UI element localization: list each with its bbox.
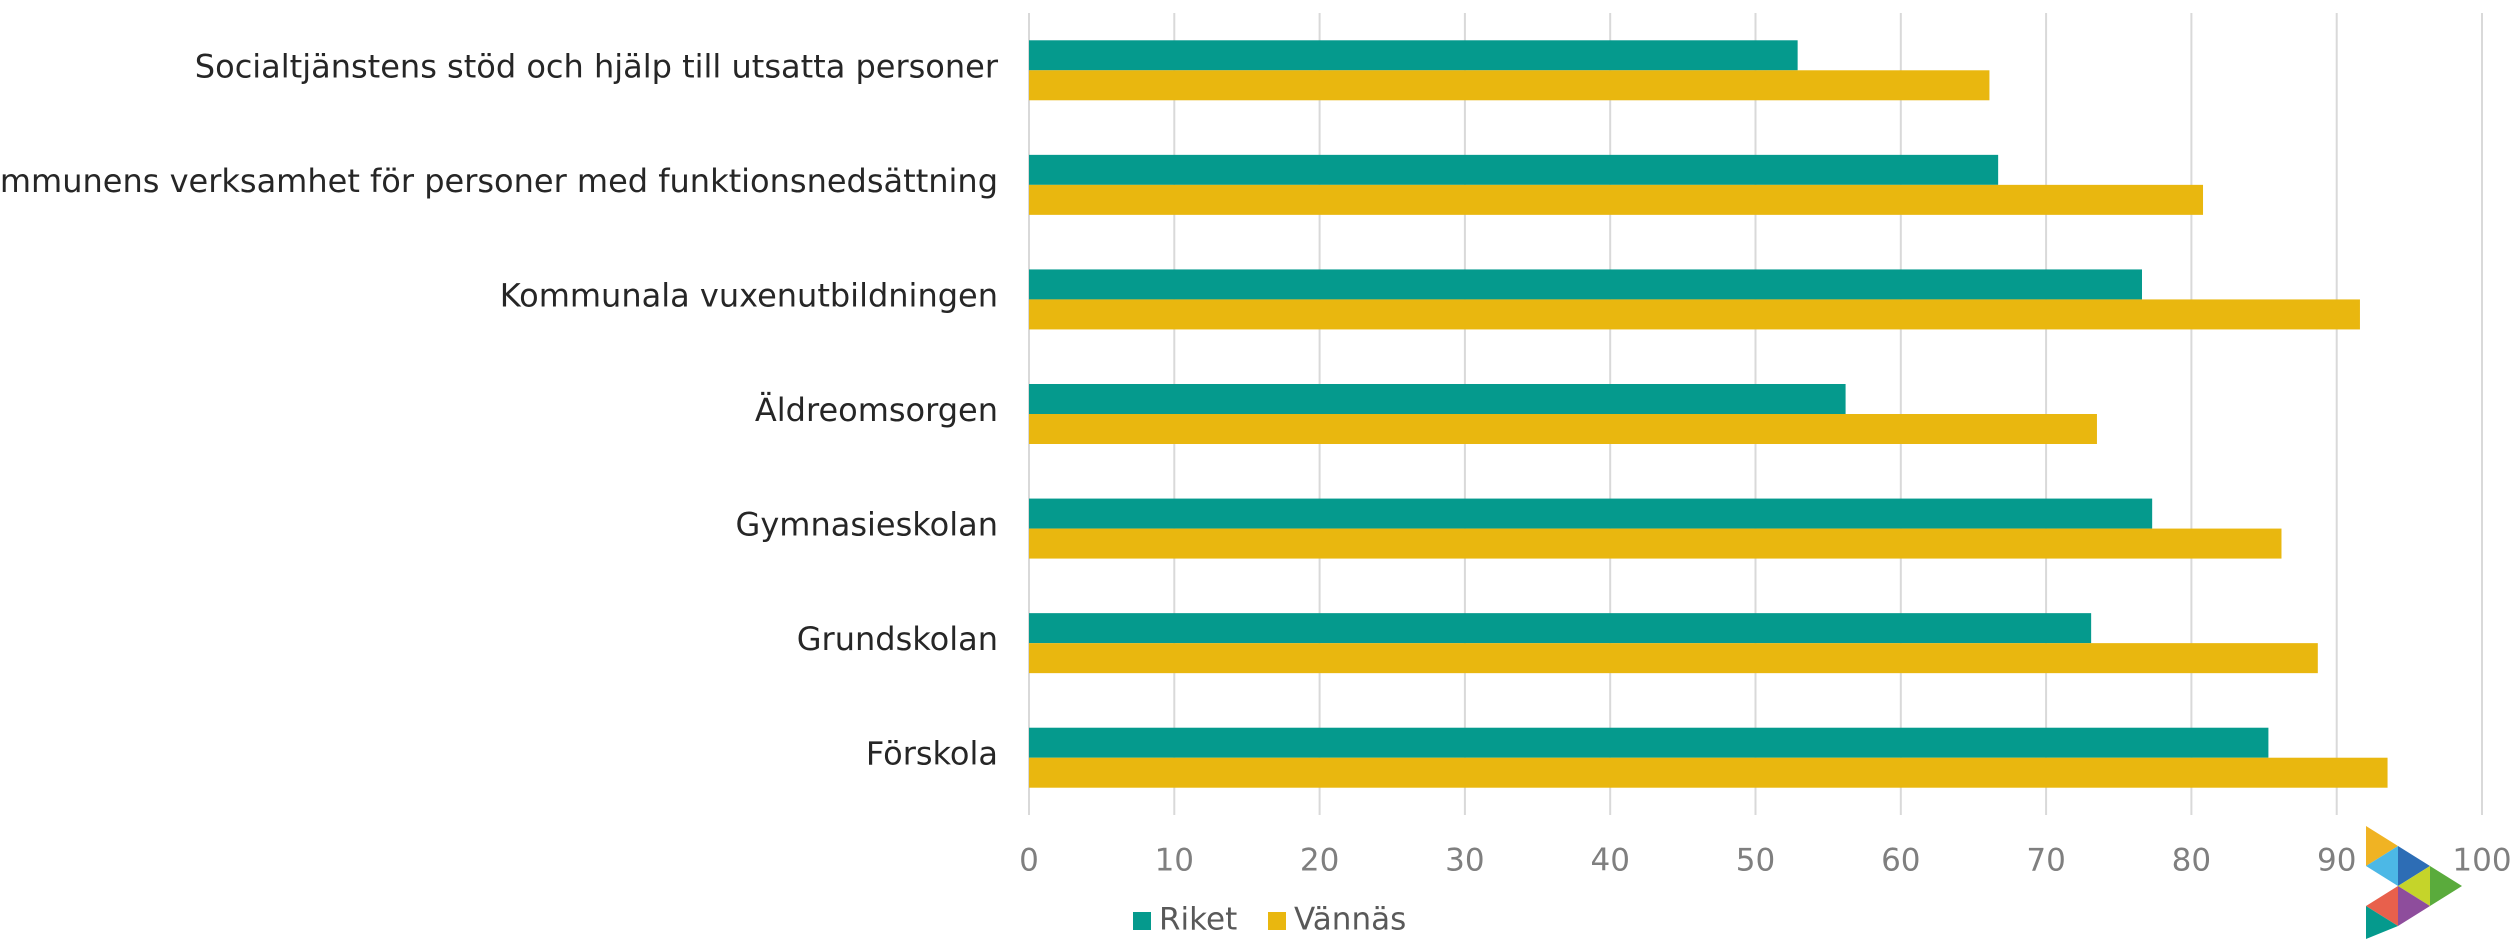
x-tick-label: 50 xyxy=(1736,843,1775,879)
bar xyxy=(1029,498,2153,529)
bar xyxy=(1029,727,2269,758)
bar xyxy=(1029,757,2388,788)
x-tick-label: 90 xyxy=(2317,843,2356,879)
bar xyxy=(1029,528,2282,559)
x-tick-label: 0 xyxy=(1019,843,1039,879)
bar xyxy=(1029,384,1846,414)
x-tick-label: 60 xyxy=(1881,843,1920,879)
x-tick-label: 70 xyxy=(2026,843,2065,879)
legend-label: Vännäs xyxy=(1294,902,1406,938)
legend-label: Riket xyxy=(1159,902,1237,938)
y-tick-label: Socialtjänstens stöd och hjälp till utsa… xyxy=(195,47,999,85)
x-tick-label: 30 xyxy=(1445,843,1484,879)
bar xyxy=(1029,414,2097,444)
y-tick-label: Kommunens verksamhet för personer med fu… xyxy=(0,162,998,200)
bar xyxy=(1029,40,1798,71)
bar xyxy=(1029,184,2204,215)
x-tick-label: 80 xyxy=(2172,843,2211,879)
bar xyxy=(1029,299,2360,330)
y-tick-label: Äldreomsorgen xyxy=(755,391,998,429)
x-tick-label: 40 xyxy=(1590,843,1629,879)
y-tick-label: Förskola xyxy=(866,735,998,773)
x-tick-label: 20 xyxy=(1300,843,1339,879)
y-tick-label: Grundskolan xyxy=(797,620,998,658)
x-tick-label: 10 xyxy=(1155,843,1194,879)
legend-swatch xyxy=(1133,912,1151,930)
y-tick-label: Kommunala vuxenutbildningen xyxy=(500,276,998,314)
bar xyxy=(1029,154,1999,185)
bar xyxy=(1029,70,1990,101)
y-tick-label: Gymnasieskolan xyxy=(736,506,998,544)
bar xyxy=(1029,269,2142,300)
x-tick-label: 100 xyxy=(2452,843,2511,879)
bar xyxy=(1029,643,2318,674)
legend-swatch xyxy=(1268,912,1286,930)
logo xyxy=(2366,826,2462,939)
bar xyxy=(1029,613,2092,644)
